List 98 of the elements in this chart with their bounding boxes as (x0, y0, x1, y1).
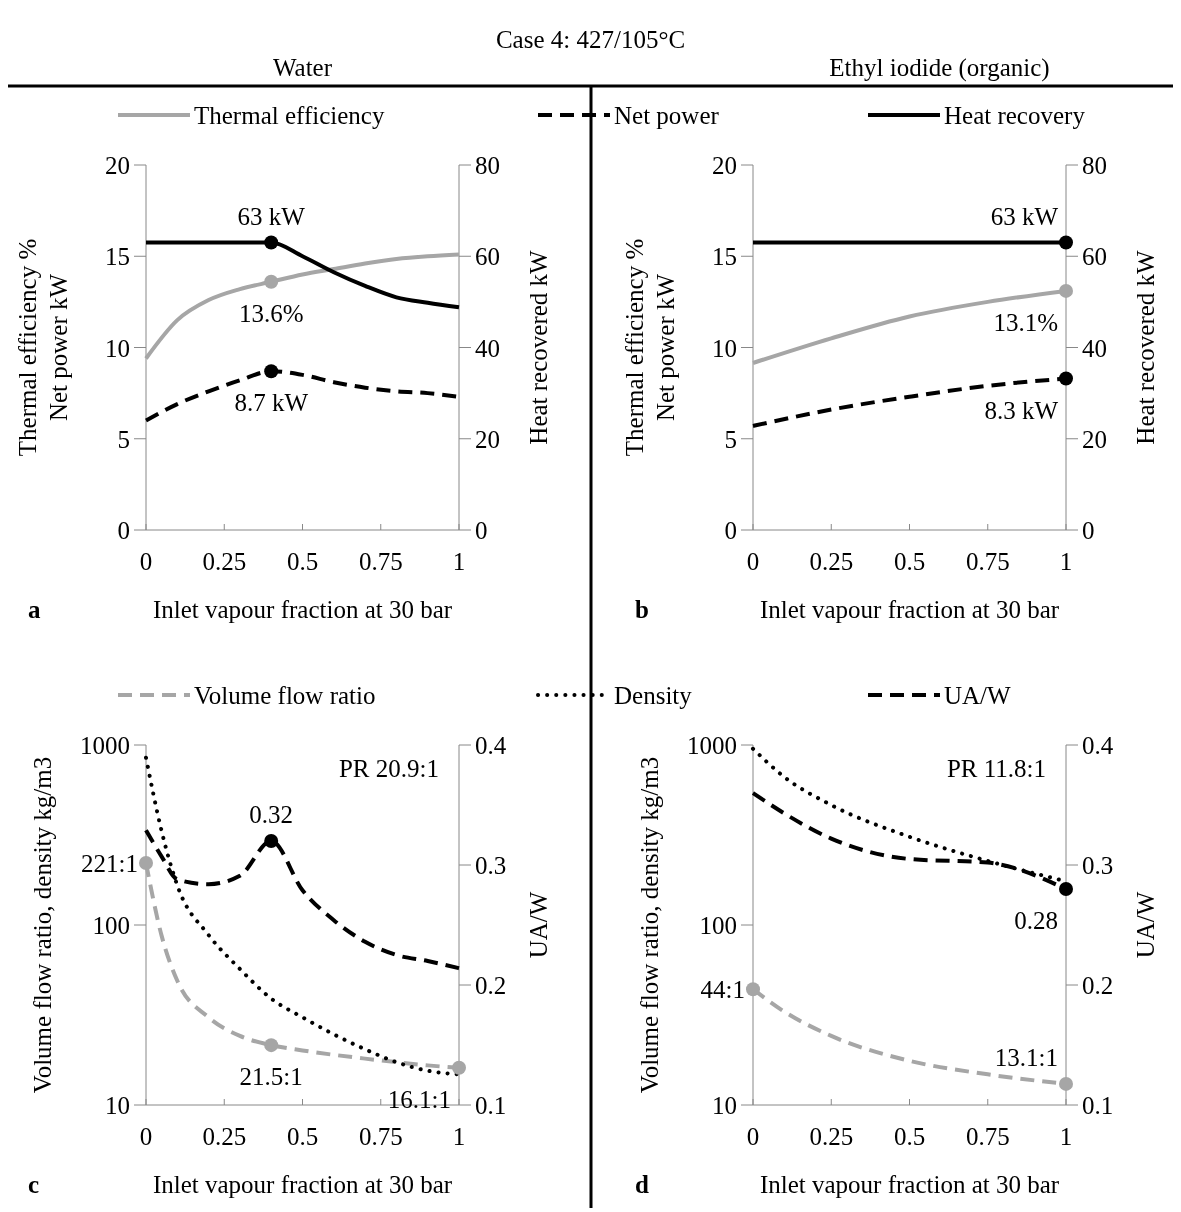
y2-axis-title: UA/W (525, 891, 552, 959)
y2-tick-label: 0.2 (1082, 972, 1114, 999)
y2-tick-label: 40 (1082, 334, 1107, 362)
data-label: 21.5:1 (239, 1063, 303, 1091)
y-tick-label: 5 (724, 425, 737, 453)
x-tick-label: 0 (746, 1123, 760, 1150)
x-tick-label: 0 (746, 548, 760, 575)
y2-tick-label: 60 (1082, 243, 1107, 271)
point (264, 1038, 279, 1053)
y2-tick-label: 20 (1082, 425, 1107, 453)
line-series (144, 252, 461, 361)
y2-tick-label: 0 (1082, 517, 1095, 544)
y2-tick-label: 0.4 (1082, 732, 1114, 759)
legend-label: Heat recovery (944, 102, 1086, 129)
y2-axis-title: Heat recovered kW (1132, 249, 1159, 445)
x-tick-label: 0.5 (286, 548, 319, 575)
y-tick-label: 10 (105, 1092, 130, 1119)
x-tick-label: 0.5 (893, 1123, 926, 1150)
y-tick-label: 10 (712, 334, 737, 362)
x-tick-label: 0.25 (202, 1123, 247, 1150)
y-tick-label: 5 (117, 425, 130, 453)
x-tick-label: 0.75 (358, 548, 403, 575)
y2-tick-label: 0.1 (475, 1092, 507, 1119)
y-axis-title: Volume flow ratio, density kg/m3 (29, 756, 56, 1094)
y-tick-label: 100 (92, 912, 130, 939)
chart-title: Ethyl iodide (organic) (829, 54, 1050, 82)
point (139, 856, 153, 871)
y-axis-title: Volume flow ratio, density kg/m3 (636, 756, 663, 1094)
x-tick-label: 0 (139, 1123, 153, 1150)
text: Case 4: 427/105°C (495, 26, 686, 53)
x-tick-label: 0.75 (358, 1123, 403, 1150)
x-tick-label: 1 (1059, 548, 1073, 575)
x-tick-label: 0.75 (965, 1123, 1010, 1150)
y-tick-label: 15 (712, 243, 737, 271)
y2-axis-title: UA/W (1132, 891, 1159, 959)
y-tick-label: 10 (712, 1092, 737, 1119)
y-tick-label: 15 (105, 243, 130, 271)
y-tick-label: 20 (105, 152, 130, 179)
annotation: PR 11.8:1 (946, 755, 1046, 782)
y-tick-label: 0 (117, 517, 130, 544)
legend-label: Volume flow ratio (194, 682, 376, 709)
x-tick-label: 0.25 (202, 548, 247, 575)
data-label: 16.1:1 (387, 1085, 451, 1113)
y-tick-label: 20 (712, 152, 737, 179)
y2-tick-label: 0.3 (475, 852, 507, 879)
text: d (635, 1171, 649, 1198)
text: c (28, 1171, 40, 1198)
data-label: 44:1 (700, 976, 745, 1004)
data-label: 63 kW (990, 202, 1059, 230)
data-label: 221:1 (81, 850, 138, 878)
x-tick-label: 1 (1059, 1123, 1073, 1150)
y2-tick-label: 0.4 (475, 732, 507, 759)
y-tick-label: 100 (699, 912, 737, 939)
point (452, 1060, 466, 1075)
y-axis-title: Thermal efficiency % Net power kW (14, 238, 72, 457)
x-tick-label: 0.25 (809, 1123, 854, 1150)
x-tick-label: 0.25 (809, 548, 854, 575)
x-tick-label: 0.5 (893, 548, 926, 575)
y-tick-label: 0 (724, 517, 737, 544)
data-label: 0.28 (1014, 907, 1058, 934)
y2-tick-label: 40 (475, 334, 500, 362)
y-tick-label: 1000 (687, 732, 737, 759)
x-tick-label: 0.5 (286, 1123, 319, 1150)
x-tick-label: 0 (139, 548, 153, 575)
data-label: 8.3 kW (984, 396, 1059, 424)
text: b (635, 596, 649, 623)
data-label: 8.7 kW (234, 389, 309, 417)
x-axis-title: Inlet vapour fraction at 30 bar (152, 596, 453, 623)
y-tick-label: 10 (105, 334, 130, 362)
x-tick-label: 1 (452, 548, 466, 575)
text: a (28, 596, 41, 623)
y2-tick-label: 20 (475, 425, 500, 453)
y2-tick-label: 80 (475, 152, 500, 179)
data-label: 0.32 (249, 801, 294, 828)
y2-tick-label: 80 (1082, 152, 1107, 179)
annotation: PR 20.9:1 (338, 755, 439, 782)
y2-tick-label: 0.2 (475, 972, 507, 999)
y2-tick-label: 0.1 (1082, 1092, 1114, 1119)
legend-label: Thermal efficiency (194, 102, 385, 129)
y-tick-label: 1000 (80, 732, 130, 759)
legend-label: Net power (614, 102, 720, 129)
data-label: 13.1% (993, 308, 1058, 336)
x-axis-title: Inlet vapour fraction at 30 bar (152, 1171, 453, 1198)
y2-tick-label: 0.3 (1082, 852, 1114, 879)
data-label: 63 kW (237, 202, 306, 230)
y2-tick-label: 60 (475, 243, 500, 271)
x-axis-title: Inlet vapour fraction at 30 bar (759, 1171, 1060, 1198)
y-axis-title: Thermal efficiency % Net power kW (621, 238, 679, 457)
data-label: 13.6% (238, 299, 304, 327)
chart-title: Water (272, 54, 333, 81)
data-label: 13.1:1 (994, 1043, 1058, 1071)
legend-label: UA/W (944, 682, 1012, 709)
x-axis-title: Inlet vapour fraction at 30 bar (759, 596, 1060, 623)
legend-label: Density (614, 682, 693, 709)
y2-tick-label: 0 (475, 517, 488, 544)
y2-axis-title: Heat recovered kW (525, 249, 552, 445)
x-tick-label: 0.75 (965, 548, 1010, 575)
x-tick-label: 1 (452, 1123, 466, 1150)
